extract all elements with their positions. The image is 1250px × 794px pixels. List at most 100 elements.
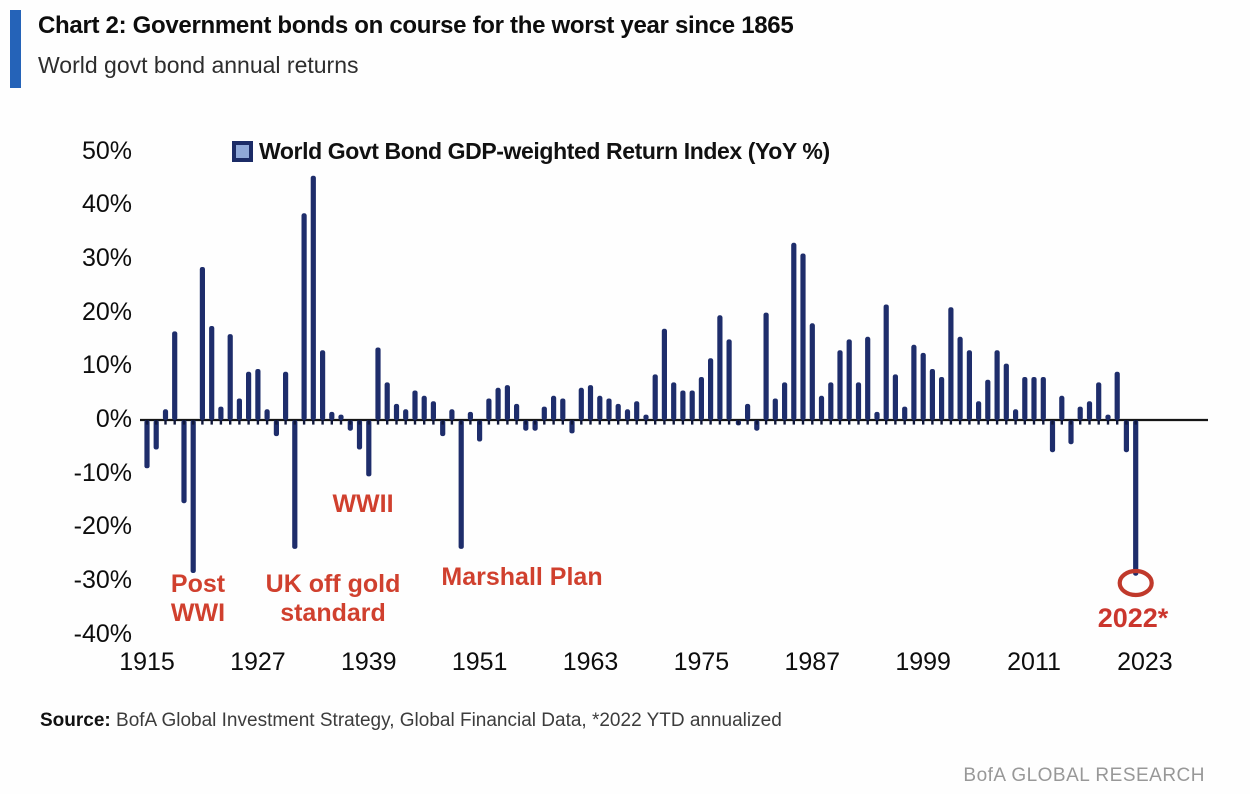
y-tick-label--20: -20%: [73, 512, 132, 541]
year-tick-1940: [376, 420, 380, 425]
bar-1946: [430, 401, 436, 420]
year-tick-1928: [265, 420, 269, 425]
year-tick-1990: [838, 420, 842, 425]
bar-1996: [892, 374, 898, 420]
year-tick-1974: [691, 420, 694, 425]
year-tick-1983: [774, 420, 777, 425]
bar-1985: [791, 242, 797, 420]
year-tick-1950: [469, 420, 472, 425]
year-tick-1961: [570, 420, 574, 425]
bar-1959: [551, 395, 557, 420]
brand-text: BofA GLOBAL RESEARCH: [963, 765, 1205, 786]
bar-1951: [477, 420, 483, 442]
bar-1982: [763, 312, 769, 420]
year-tick-1933: [312, 420, 315, 425]
y-tick-label--10: -10%: [73, 458, 132, 487]
title-accent-bar: [10, 10, 21, 88]
bar-2022: [1133, 420, 1139, 576]
source-label: Source:: [40, 710, 111, 731]
year-tick-1916: [155, 420, 158, 425]
bar-2013: [1049, 420, 1056, 453]
bar-1941: [384, 382, 390, 420]
bar-2001: [939, 377, 945, 420]
bar-1929: [273, 420, 279, 437]
y-tick-label--40: -40%: [73, 619, 132, 648]
bar-1986: [800, 253, 806, 420]
bar-2020: [1114, 371, 1120, 420]
bar-1917: [162, 409, 169, 420]
bar-2021: [1123, 420, 1129, 453]
year-tick-1942: [395, 420, 398, 425]
year-tick-1997: [903, 420, 906, 425]
year-tick-1938: [358, 420, 361, 425]
bar-2005: [976, 401, 982, 420]
bar-1956: [523, 420, 529, 431]
year-tick-1968: [635, 420, 638, 425]
bar-1977: [717, 315, 723, 420]
year-tick-1949: [460, 420, 463, 425]
bar-1916: [153, 420, 159, 450]
bar-1954: [504, 385, 510, 420]
year-tick-1927: [256, 420, 260, 425]
x-tick-label-1963: 1963: [562, 648, 619, 676]
year-tick-1970: [654, 420, 657, 425]
bar-1937: [347, 420, 353, 431]
year-tick-1956: [524, 420, 527, 425]
year-tick-1932: [302, 420, 306, 425]
bar-1963: [587, 385, 594, 420]
bar-1966: [615, 403, 621, 420]
year-tick-2004: [968, 420, 971, 425]
bar-1943: [403, 409, 409, 420]
chart-subtitle: World govt bond annual returns: [38, 52, 359, 78]
year-tick-1980: [746, 420, 749, 425]
year-tick-2005: [977, 420, 980, 425]
year-tick-2014: [1060, 420, 1063, 425]
year-tick-1955: [515, 420, 518, 425]
bar-1947: [440, 420, 446, 437]
year-tick-1919: [182, 420, 186, 425]
annotation-post-wwi: Post WWI: [170, 570, 226, 627]
bar-1919: [181, 420, 187, 504]
bar-1958: [541, 406, 547, 420]
highlight-circle-2022-icon: [1117, 568, 1154, 598]
year-tick-1929: [275, 420, 278, 425]
year-tick-1947: [441, 420, 444, 425]
bar-1923: [218, 406, 224, 420]
x-tick-label-1939: 1939: [340, 648, 397, 676]
bar-2010: [1022, 377, 1028, 420]
year-tick-1959: [552, 420, 555, 425]
year-tick-1935: [330, 420, 333, 425]
bar-2007: [994, 350, 1000, 420]
year-tick-1951: [478, 420, 481, 425]
y-tick-label-10: 10%: [81, 351, 132, 380]
y-tick-label-30: 30%: [81, 243, 132, 272]
bar-2003: [957, 336, 963, 420]
year-tick-1999: [922, 420, 925, 425]
year-tick-1964: [598, 420, 601, 425]
year-tick-1981: [755, 420, 758, 425]
bar-1939: [366, 420, 372, 477]
year-tick-1954: [506, 420, 509, 425]
year-tick-1977: [718, 420, 722, 425]
bar-1915: [144, 420, 150, 469]
bar-1952: [486, 398, 492, 420]
bar-1990: [837, 350, 843, 420]
year-tick-1962: [580, 420, 583, 425]
bar-1928: [264, 409, 270, 420]
year-tick-1982: [764, 420, 768, 425]
y-tick-label-50: 50%: [81, 136, 132, 165]
year-tick-1987: [811, 420, 814, 425]
year-tick-1915: [145, 420, 149, 425]
year-tick-1972: [672, 420, 675, 425]
year-tick-2016: [1079, 420, 1082, 425]
y-tick-label--30: -30%: [73, 566, 132, 595]
year-tick-1991: [848, 420, 851, 425]
bar-1942: [393, 403, 400, 420]
year-tick-1967: [626, 420, 629, 425]
x-tick-label-1927: 1927: [230, 648, 286, 676]
bar-1945: [421, 395, 427, 420]
year-tick-1946: [432, 420, 435, 425]
bar-1935: [329, 411, 335, 420]
y-tick-label-40: 40%: [81, 190, 132, 219]
